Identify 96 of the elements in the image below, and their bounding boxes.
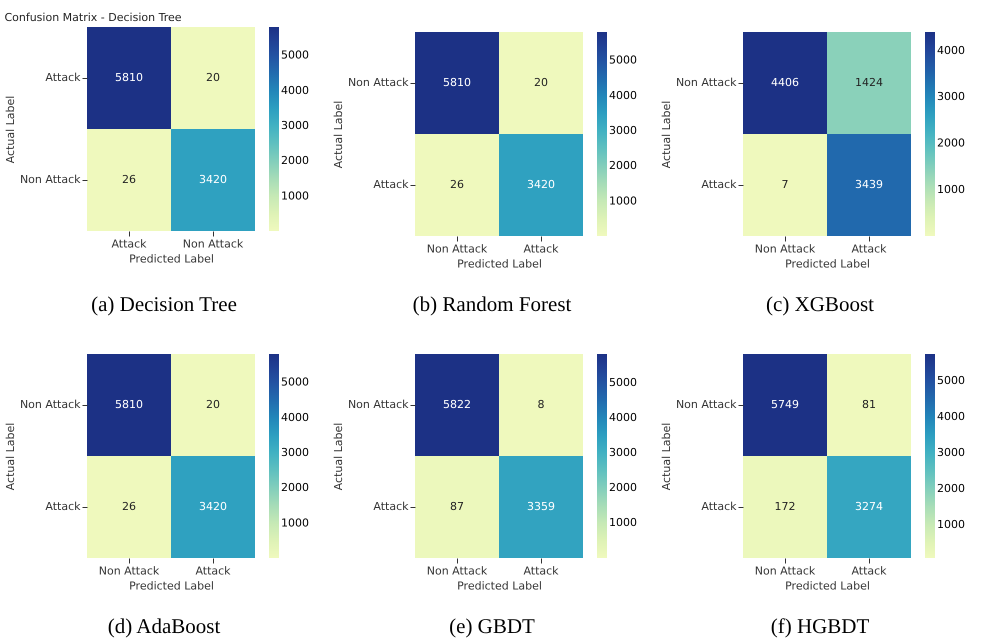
color-bar-label: 4000 xyxy=(609,88,637,102)
data-label: 5810 xyxy=(115,71,143,84)
x-tick-label: Attack xyxy=(111,238,148,250)
color-bar-label: 5000 xyxy=(281,376,309,389)
data-label: 26 xyxy=(122,173,136,186)
color-bar-label: 3000 xyxy=(609,446,637,460)
y-tick-label: Attack xyxy=(373,178,410,191)
data-label: 20 xyxy=(206,398,220,411)
color-bar-label: 1000 xyxy=(281,189,309,202)
text: (d) AdaBoost xyxy=(106,614,222,639)
y-tick-label: Non Attack xyxy=(348,76,410,89)
data-label: 87 xyxy=(450,500,464,513)
color-bar-label: 2000 xyxy=(937,136,965,150)
color-bar-label: 3000 xyxy=(609,124,637,138)
color-bar-label: 5000 xyxy=(609,376,637,389)
color-bar-label: 5000 xyxy=(281,48,309,62)
y-axis-title: Actual Label xyxy=(332,422,345,490)
x-tick-label: Non Attack xyxy=(426,242,488,256)
color-bar-label: 1000 xyxy=(609,194,637,208)
x-tick-label: Non Attack xyxy=(754,242,816,256)
y-tick-label: Attack xyxy=(701,500,738,513)
x-tick-label: Attack xyxy=(523,242,560,256)
color-bar-label: 5000 xyxy=(937,374,965,387)
y-tick-label: Non Attack xyxy=(676,76,738,89)
data-label: 26 xyxy=(450,178,464,191)
x-axis-title: Predicted Label xyxy=(129,580,214,592)
x-tick-label: Attack xyxy=(523,564,560,578)
color-bar-label: 4000 xyxy=(937,44,965,57)
color-bar-label: 2000 xyxy=(937,482,965,495)
color-bar-label: 4000 xyxy=(609,410,637,424)
text: (e) GBDT xyxy=(448,614,536,639)
data-label: 3274 xyxy=(855,500,883,513)
x-tick-label: Attack xyxy=(851,564,888,578)
data-label: 1424 xyxy=(855,76,883,89)
y-axis-title: Actual Label xyxy=(4,422,17,490)
data-label: 3420 xyxy=(527,178,555,191)
color-bar-label: 2000 xyxy=(609,481,637,494)
y-axis-title: Actual Label xyxy=(4,96,17,164)
color-bar-label: 1000 xyxy=(937,518,965,531)
color-bar-label: 2000 xyxy=(281,154,309,168)
data-label: 3420 xyxy=(199,173,227,186)
data-label: 5810 xyxy=(115,398,143,411)
color-bar-label: 4000 xyxy=(281,84,309,97)
text: (a) Decision Tree xyxy=(90,292,238,317)
data-label: 172 xyxy=(774,500,796,513)
color-bar-label: 4000 xyxy=(281,410,309,424)
y-tick-label: Non Attack xyxy=(676,398,738,411)
x-tick-label: Attack xyxy=(195,564,232,578)
x-tick-label: Non Attack xyxy=(426,564,488,578)
x-tick-label: Non Attack xyxy=(182,238,244,250)
x-tick-label: Attack xyxy=(851,242,888,256)
y-tick-label: Non Attack xyxy=(20,173,82,186)
y-axis-title: Actual Label xyxy=(332,100,345,168)
y-tick-label: Attack xyxy=(373,500,410,513)
color-bar-label: 2000 xyxy=(281,481,309,494)
data-label: 3439 xyxy=(855,178,883,191)
color-bar-label: 1000 xyxy=(609,516,637,530)
x-axis-title: Predicted Label xyxy=(785,580,870,592)
x-axis-title: Predicted Label xyxy=(785,258,870,270)
data-label: 20 xyxy=(534,76,548,89)
data-label: 3420 xyxy=(199,500,227,513)
x-axis-title: Predicted Label xyxy=(457,258,542,270)
y-tick-label: Attack xyxy=(45,71,82,84)
color-bar-label: 1000 xyxy=(937,182,965,196)
data-label: 5810 xyxy=(443,76,471,89)
data-label: 3359 xyxy=(527,500,555,513)
y-tick-label: Attack xyxy=(45,500,82,513)
color-bar-label: 2000 xyxy=(609,159,637,172)
x-axis-title: Predicted Label xyxy=(457,580,542,592)
y-tick-label: Attack xyxy=(701,178,738,191)
data-label: 7 xyxy=(782,178,788,191)
data-label: 5822 xyxy=(443,398,471,411)
color-bar-label: 3000 xyxy=(937,446,965,459)
data-label: 20 xyxy=(206,71,220,84)
text: (b) Random Forest xyxy=(412,292,572,317)
color-bar-label: 3000 xyxy=(281,446,309,460)
chart-title: Confusion Matrix - Decision Tree xyxy=(4,11,182,24)
y-tick-label: Non Attack xyxy=(20,398,82,411)
color-bar-label: 5000 xyxy=(609,54,637,67)
data-label: 5749 xyxy=(771,398,799,411)
x-axis-title: Predicted Label xyxy=(129,252,214,266)
color-bar-label: 3000 xyxy=(281,119,309,132)
text: (f) HGBDT xyxy=(770,614,870,639)
x-tick-label: Non Attack xyxy=(98,564,160,578)
data-label: 81 xyxy=(862,398,876,411)
data-label: 26 xyxy=(122,500,136,513)
data-label: 4406 xyxy=(771,76,799,89)
y-axis-title: Actual Label xyxy=(660,100,673,168)
y-axis-title: Actual Label xyxy=(660,422,673,490)
color-bar-label: 1000 xyxy=(281,516,309,530)
x-tick-label: Non Attack xyxy=(754,564,816,578)
data-label: 8 xyxy=(538,398,544,411)
y-tick-label: Non Attack xyxy=(348,398,410,411)
color-bar-label: 3000 xyxy=(937,90,965,104)
text: (c) XGBoost xyxy=(765,292,875,317)
color-bar-label: 4000 xyxy=(937,410,965,423)
